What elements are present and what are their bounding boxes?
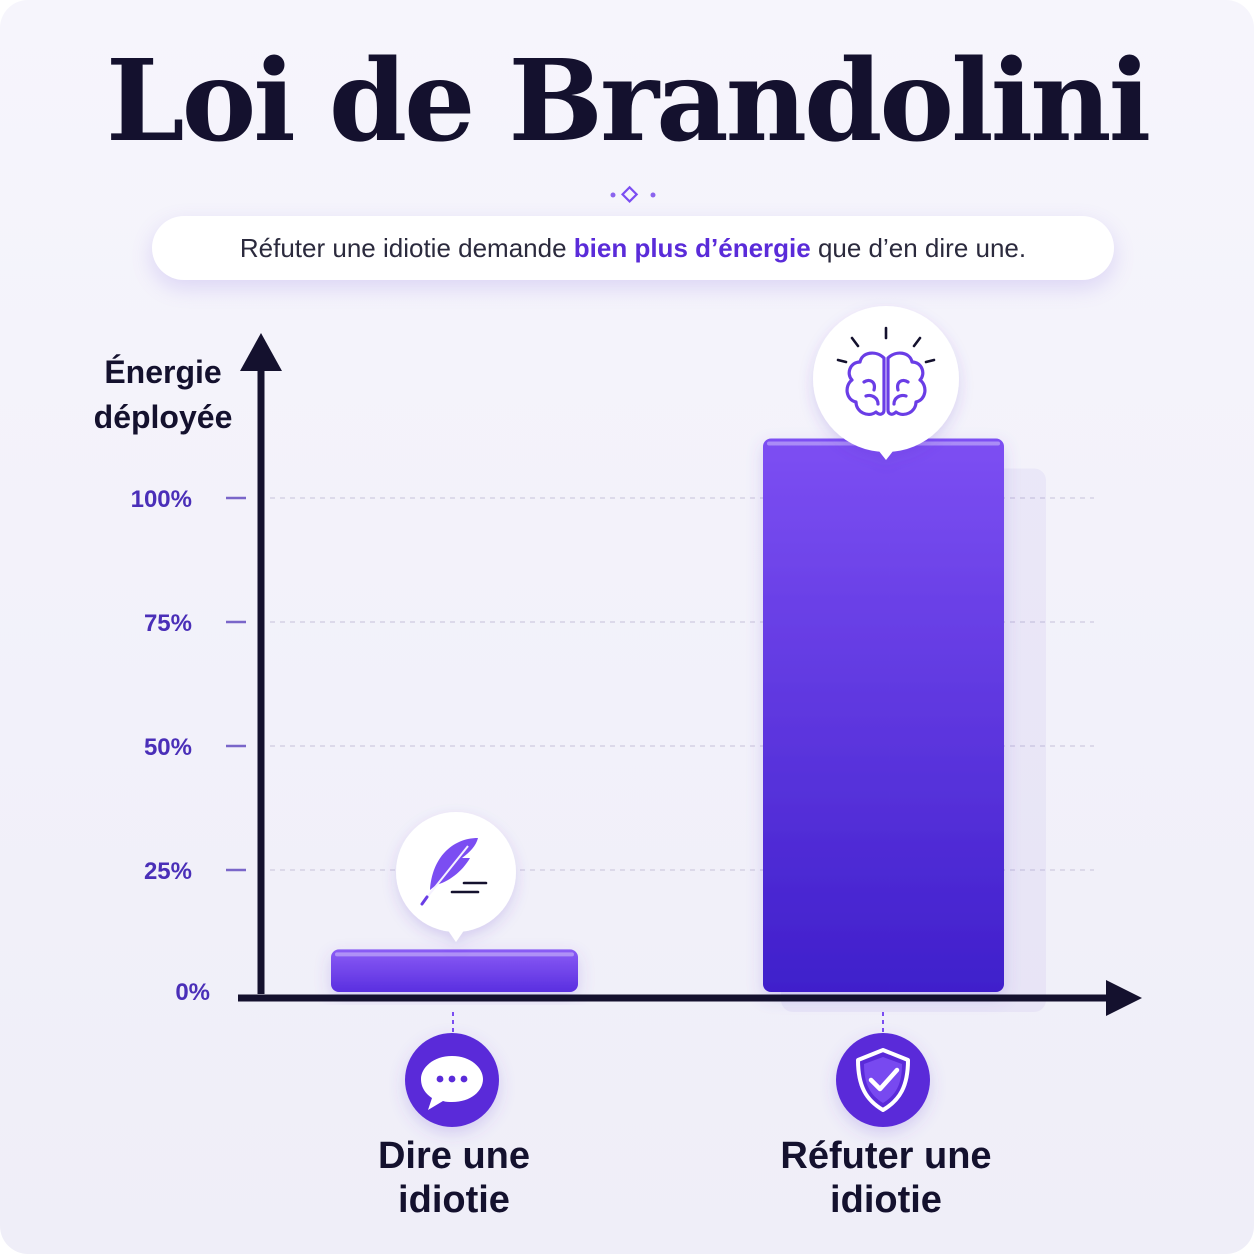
tagline-text: Réfuter une idiotie demande	[239, 232, 574, 263]
category-label-1: Dire une idiotie	[330, 1134, 578, 1222]
y-tick-label: 100%	[131, 486, 192, 513]
category-label-2-line2: idiotie	[830, 1179, 942, 1221]
y-axis-label-line1: Énergie	[104, 354, 222, 390]
shield-check-icon	[836, 1033, 930, 1127]
tick-layer: 0% 25% 50% 75% 100%	[131, 486, 246, 1006]
feather-bubble	[396, 812, 516, 942]
brain-icon	[836, 326, 936, 416]
page-title: Loi de Brandolini	[105, 36, 1151, 167]
y-axis-label: Énergie déployée	[78, 350, 248, 440]
tagline-highlight: bien plus d’énergie	[573, 232, 811, 263]
y-axis-arrow	[240, 333, 282, 371]
icon-layer	[396, 306, 959, 1127]
title-divider	[417, 185, 837, 204]
bar-highlight	[335, 952, 574, 957]
brain-bubble	[813, 306, 959, 460]
category-label-2: Réfuter une idiotie	[740, 1134, 1032, 1222]
y-tick-label: 50%	[144, 734, 192, 761]
feather-icon	[420, 838, 488, 906]
category-label-1-line1: Dire une	[377, 1135, 531, 1177]
category-label-1-line2: idiotie	[398, 1179, 510, 1221]
y-tick-label: 0%	[175, 979, 210, 1006]
bar-1	[331, 949, 578, 992]
bar-2	[763, 438, 1004, 993]
category-label-2-line1: Réfuter une	[780, 1135, 992, 1177]
tagline-text-end: que d’en dire une.	[810, 232, 1027, 263]
y-axis-label-line2: déployée	[93, 399, 233, 435]
y-tick-label: 75%	[144, 610, 192, 637]
y-tick-label: 25%	[144, 858, 192, 885]
axis-layer	[238, 333, 1142, 1016]
grid-layer	[270, 497, 1094, 871]
bar-layer	[331, 438, 1046, 1013]
tagline-pill: Réfuter une idiotie demande bien plus d’…	[152, 216, 1114, 280]
speech-bubble-icon	[405, 1033, 499, 1127]
x-axis-arrow	[1106, 980, 1142, 1016]
